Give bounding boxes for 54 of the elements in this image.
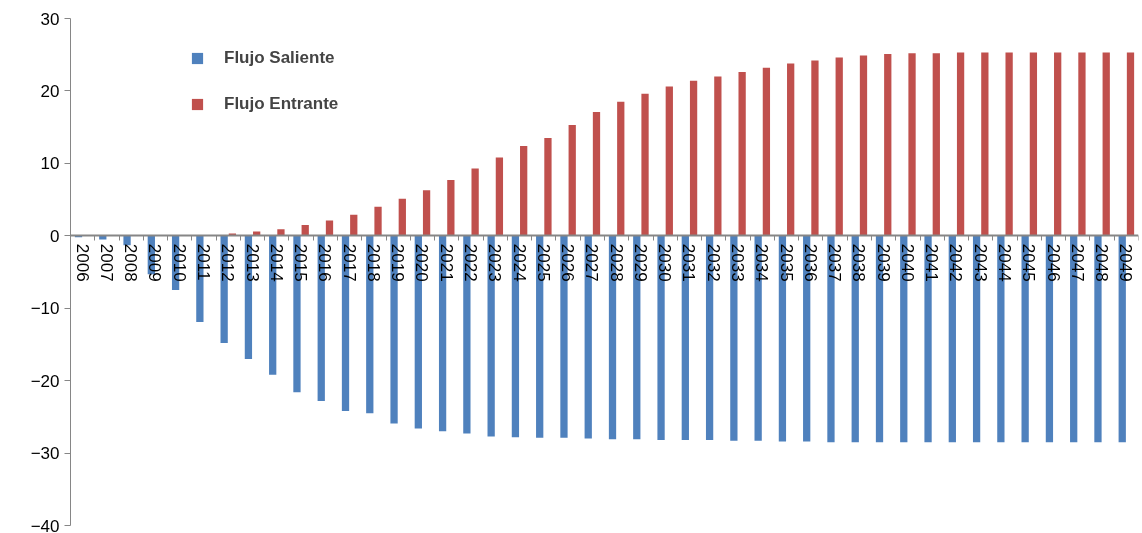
x-tick-label: 2015 bbox=[291, 243, 311, 282]
x-tick-label: 2036 bbox=[800, 243, 820, 282]
y-tick-label: 0 bbox=[50, 226, 60, 246]
y-tick-label: −30 bbox=[30, 444, 60, 464]
x-tick-label: 2011 bbox=[194, 243, 213, 281]
x-tick-label: 2026 bbox=[558, 243, 578, 282]
x-tick-label: 2030 bbox=[655, 243, 675, 282]
x-tick-label: 2020 bbox=[412, 243, 432, 282]
x-tick-label: 2043 bbox=[970, 243, 990, 282]
x-tick-label: 2033 bbox=[728, 243, 747, 282]
x-tick-label: 2007 bbox=[96, 243, 116, 282]
x-tick-label: 2016 bbox=[315, 243, 335, 282]
x-tick-label: 2041 bbox=[922, 243, 942, 282]
y-tick-label: 10 bbox=[40, 154, 60, 174]
y-tick-label: −20 bbox=[30, 371, 60, 391]
x-tick-label: 2047 bbox=[1067, 243, 1087, 282]
x-tick-label: 2049 bbox=[1116, 243, 1136, 282]
y-tick-label: 30 bbox=[40, 9, 60, 29]
x-tick-label: 2009 bbox=[145, 243, 165, 282]
x-tick-label: 2008 bbox=[121, 243, 141, 282]
x-tick-label: 2021 bbox=[436, 243, 456, 282]
x-tick-label: 2031 bbox=[679, 243, 699, 282]
y-tick-label: 20 bbox=[40, 81, 60, 101]
legend-label: Flujo Saliente bbox=[224, 48, 335, 68]
x-tick-label: 2024 bbox=[509, 243, 529, 282]
x-tick-label: 2028 bbox=[606, 243, 626, 282]
x-tick-label: 2044 bbox=[995, 243, 1014, 282]
x-tick-label: 2022 bbox=[461, 243, 480, 282]
x-tick-label: 2040 bbox=[897, 243, 917, 282]
x-tick-label: 2029 bbox=[630, 243, 650, 282]
x-tick-label: 2025 bbox=[533, 243, 553, 282]
legend-label: Flujo Entrante bbox=[224, 94, 339, 114]
y-tick-label: −40 bbox=[30, 516, 60, 533]
x-tick-label: 2034 bbox=[752, 243, 772, 282]
x-tick-label: 2010 bbox=[169, 243, 189, 282]
x-tick-label: 2048 bbox=[1092, 243, 1112, 282]
x-tick-label: 2037 bbox=[825, 243, 845, 282]
x-tick-label: 2023 bbox=[485, 243, 505, 282]
x-tick-label: 2018 bbox=[363, 243, 383, 282]
x-tick-label: 2013 bbox=[242, 243, 262, 282]
y-tick-label: −10 bbox=[30, 299, 60, 319]
x-tick-label: 2035 bbox=[776, 243, 796, 282]
x-tick-label: 2014 bbox=[266, 243, 286, 282]
x-tick-label: 2032 bbox=[703, 243, 723, 282]
x-tick-label: 2027 bbox=[582, 243, 602, 282]
x-tick-label: 2038 bbox=[849, 243, 869, 282]
x-tick-label: 2039 bbox=[873, 243, 893, 282]
x-tick-label: 2042 bbox=[946, 243, 966, 282]
x-tick-label: 2017 bbox=[339, 243, 359, 282]
x-tick-label: 2045 bbox=[1019, 243, 1039, 282]
x-tick-label: 2012 bbox=[218, 243, 238, 282]
x-tick-label: 2046 bbox=[1043, 243, 1063, 282]
x-tick-label: 2006 bbox=[72, 243, 92, 282]
x-tick-label: 2019 bbox=[388, 243, 408, 282]
